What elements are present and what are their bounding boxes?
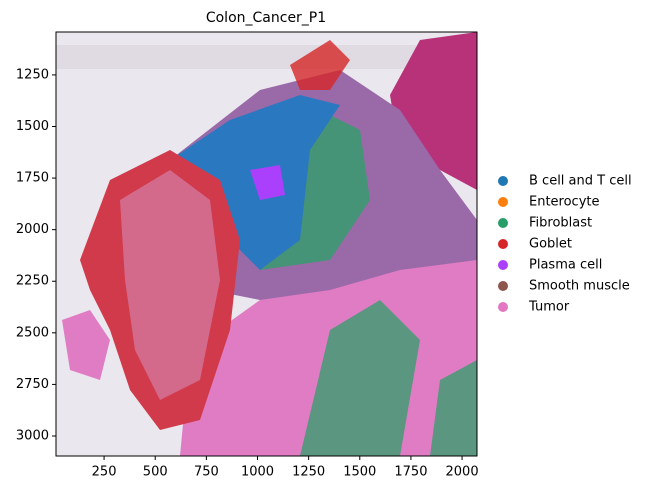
legend-label: Goblet <box>529 237 572 252</box>
legend-label: Smooth muscle <box>529 279 630 294</box>
tissue-region <box>390 32 477 190</box>
x-tick-label: 1750 <box>394 465 427 480</box>
x-tick-label: 1000 <box>241 465 274 480</box>
legend-marker <box>498 302 508 312</box>
tissue-region <box>290 40 350 90</box>
legend-marker <box>498 176 508 186</box>
y-tick-label: 3000 <box>16 428 49 443</box>
x-tick-label: 750 <box>194 465 219 480</box>
y-tick-label: 2000 <box>16 222 49 237</box>
tissue-region <box>250 165 285 200</box>
x-tick-label: 500 <box>143 465 168 480</box>
legend-label: Plasma cell <box>529 258 602 273</box>
y-tick-label: 1500 <box>16 119 49 134</box>
band <box>56 45 416 69</box>
x-tick-label: 1500 <box>343 465 376 480</box>
legend-marker <box>498 197 508 207</box>
x-tick-label: 2000 <box>446 465 479 480</box>
legend-label: B cell and T cell <box>529 174 632 189</box>
chart-title: Colon_Cancer_P1 <box>206 10 326 26</box>
y-tick-label: 1750 <box>16 171 49 186</box>
legend-label: Enterocyte <box>529 195 600 210</box>
tissue-region <box>120 170 220 400</box>
legend-marker <box>498 239 508 249</box>
tissue-image <box>56 32 477 456</box>
y-tick-label: 2250 <box>16 274 49 289</box>
y-tick-label: 1250 <box>16 67 49 82</box>
legend-marker <box>498 260 508 270</box>
legend-marker <box>498 218 508 228</box>
legend-label: Fibroblast <box>529 216 592 231</box>
plot-frame <box>55 31 478 457</box>
y-tick-label: 2500 <box>16 325 49 340</box>
tissue-region <box>300 300 477 456</box>
legend-marker <box>498 281 508 291</box>
tissue-region <box>62 310 110 380</box>
x-tick-label: 250 <box>92 465 117 480</box>
legend-label: Tumor <box>528 300 570 315</box>
x-tick-label: 1250 <box>292 465 325 480</box>
y-tick-label: 2750 <box>16 377 49 392</box>
